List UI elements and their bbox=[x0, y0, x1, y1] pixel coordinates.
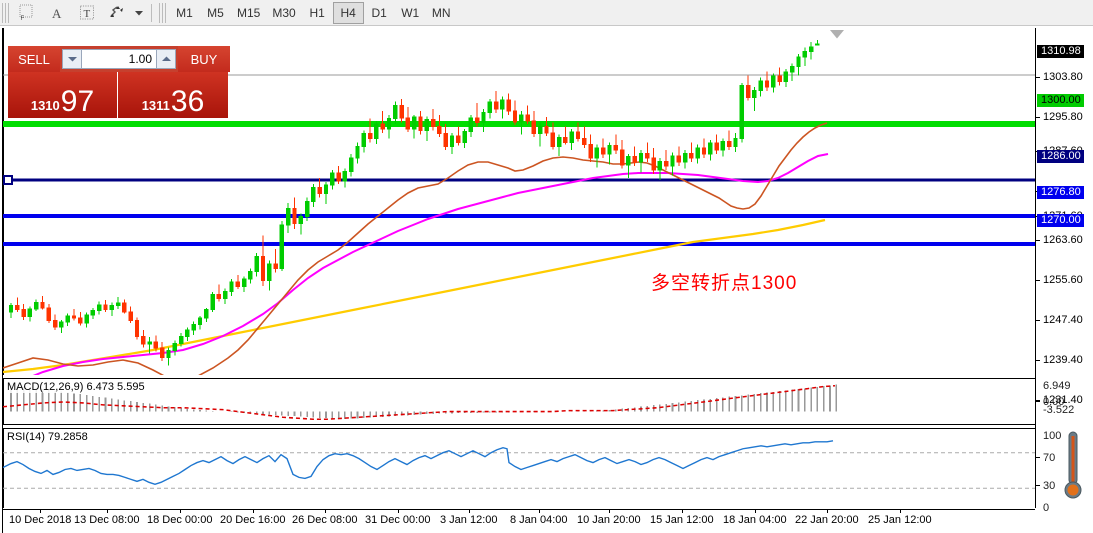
one-click-trading-panel: SELL 1.00 BUY 1310 97 1311 36 bbox=[8, 46, 230, 118]
buy-price-decimal: 36 bbox=[170, 85, 205, 118]
time-tick: 8 Jan 04:00 bbox=[510, 509, 568, 526]
time-tick: 18 Jan 04:00 bbox=[723, 509, 787, 526]
svg-text:A: A bbox=[52, 6, 62, 21]
rsi-axis bbox=[3, 429, 4, 508]
timeframe-mn[interactable]: MN bbox=[431, 5, 451, 20]
timeframe-m1[interactable]: M1 bbox=[176, 5, 193, 20]
level-label-1300[interactable]: 1300.00 bbox=[1037, 94, 1084, 107]
timeframe-m30[interactable]: M30 bbox=[272, 5, 296, 20]
rsi-label: RSI(14) 79.2858 bbox=[7, 431, 88, 443]
objects-icon[interactable] bbox=[102, 1, 132, 25]
timeframe-h4[interactable]: H4 bbox=[332, 1, 364, 24]
svg-text:T: T bbox=[83, 8, 90, 20]
rsi-scale-100: 100 bbox=[1043, 430, 1062, 442]
timeframe-d1[interactable]: D1 bbox=[371, 5, 387, 20]
oct-price-row: 1310 97 1311 36 bbox=[8, 72, 230, 118]
text-box-t-icon[interactable]: T bbox=[72, 1, 102, 25]
price-tick: 1231.40 bbox=[1036, 395, 1083, 406]
rsi-scale-70: 70 bbox=[1036, 452, 1055, 464]
timeframe-h1[interactable]: H1 bbox=[309, 5, 325, 20]
rsi-indicator-pane[interactable]: RSI(14) 79.2858 bbox=[3, 428, 1035, 508]
price-tick: 1247.40 bbox=[1036, 315, 1083, 326]
chart-top-marker-icon bbox=[830, 26, 844, 39]
sell-button[interactable]: 1310 97 bbox=[8, 72, 118, 118]
toolbar-separator bbox=[151, 3, 152, 22]
level-label-1276[interactable]: 1276.80 bbox=[1037, 186, 1084, 199]
current-price-label: 1310.98 bbox=[1037, 45, 1084, 58]
volume-control: 1.00 bbox=[60, 46, 178, 72]
level-label-1270[interactable]: 1270.00 bbox=[1037, 214, 1084, 227]
crosshair-f-icon[interactable]: F bbox=[12, 1, 42, 25]
time-tick: 20 Dec 16:00 bbox=[220, 509, 285, 526]
sell-price-decimal: 97 bbox=[60, 85, 95, 118]
price-tick: 1295.80 bbox=[1036, 112, 1083, 123]
level-handle-1286 bbox=[3, 175, 13, 185]
sell-button-label[interactable]: SELL bbox=[8, 46, 60, 72]
macd-scale-zero: 0.00 bbox=[1036, 396, 1064, 408]
ma-mid-magenta bbox=[32, 153, 829, 375]
time-tick: 25 Jan 12:00 bbox=[868, 509, 932, 526]
timeframe-w1[interactable]: W1 bbox=[401, 5, 420, 20]
macd-scale-min: -3.522 bbox=[1043, 404, 1075, 416]
volume-increase-button[interactable] bbox=[156, 49, 176, 69]
ma-fast-brown bbox=[3, 122, 828, 375]
thermometer-icon bbox=[1062, 430, 1084, 505]
price-tick: 1255.60 bbox=[1036, 275, 1083, 286]
volume-decrease-button[interactable] bbox=[62, 49, 82, 69]
sell-price-integer: 1310 bbox=[30, 98, 60, 113]
price-tick: 1239.40 bbox=[1036, 355, 1083, 366]
svg-text:F: F bbox=[20, 16, 24, 21]
time-tick: 22 Jan 20:00 bbox=[795, 509, 859, 526]
rsi-scale-0: 0 bbox=[1043, 502, 1050, 514]
rsi-line bbox=[3, 440, 834, 486]
time-tick: 13 Dec 08:00 bbox=[74, 509, 139, 526]
time-tick: 15 Jan 12:00 bbox=[650, 509, 714, 526]
volume-input[interactable]: 1.00 bbox=[82, 49, 156, 69]
rsi-svg bbox=[3, 440, 1035, 489]
time-tick: 10 Dec 2018 bbox=[9, 509, 71, 526]
toolbar: F A T M1 M5 M1 bbox=[0, 0, 1093, 26]
macd-scale-max: 6.949 bbox=[1043, 380, 1071, 392]
macd-svg bbox=[3, 384, 838, 420]
price-tick: 1263.60 bbox=[1036, 235, 1083, 246]
level-label-1286[interactable]: 1286.00 bbox=[1037, 150, 1084, 163]
objects-dropdown-caret-icon[interactable] bbox=[132, 1, 146, 25]
price-scale[interactable]: 1303.80 1295.80 1287.60 1279.60 1271.60 … bbox=[1035, 28, 1093, 514]
ma-slow-yellow bbox=[3, 218, 826, 374]
time-tick: 10 Jan 20:00 bbox=[577, 509, 641, 526]
time-tick: 26 Dec 08:00 bbox=[292, 509, 357, 526]
timeframe-m15[interactable]: M15 bbox=[237, 5, 261, 20]
toolbar-grip-2[interactable] bbox=[159, 2, 167, 23]
time-tick: 31 Dec 00:00 bbox=[365, 509, 430, 526]
chart-annotation-text: 多空转折点1300 bbox=[651, 273, 798, 294]
oct-top-row: SELL 1.00 BUY bbox=[8, 46, 230, 72]
candlestick-series bbox=[8, 40, 820, 366]
macd-indicator-pane[interactable]: MACD(12,26,9) 6.473 5.595 bbox=[3, 378, 1035, 425]
buy-button-label[interactable]: BUY bbox=[178, 46, 230, 72]
toolbar-grip-1[interactable] bbox=[2, 2, 10, 23]
time-tick: 3 Jan 12:00 bbox=[440, 509, 498, 526]
time-tick: 18 Dec 00:00 bbox=[147, 509, 212, 526]
price-tick: 1303.80 bbox=[1036, 72, 1083, 83]
rsi-scale-30: 30 bbox=[1036, 480, 1055, 492]
macd-axis bbox=[3, 379, 4, 424]
text-a-icon[interactable]: A bbox=[42, 1, 72, 25]
buy-price-integer: 1311 bbox=[141, 98, 170, 113]
macd-label: MACD(12,26,9) 6.473 5.595 bbox=[7, 381, 145, 393]
timeframe-m5[interactable]: M5 bbox=[207, 5, 224, 20]
buy-button[interactable]: 1311 36 bbox=[118, 72, 228, 118]
time-scale[interactable]: 10 Dec 2018 13 Dec 08:00 18 Dec 00:00 20… bbox=[3, 509, 1035, 533]
